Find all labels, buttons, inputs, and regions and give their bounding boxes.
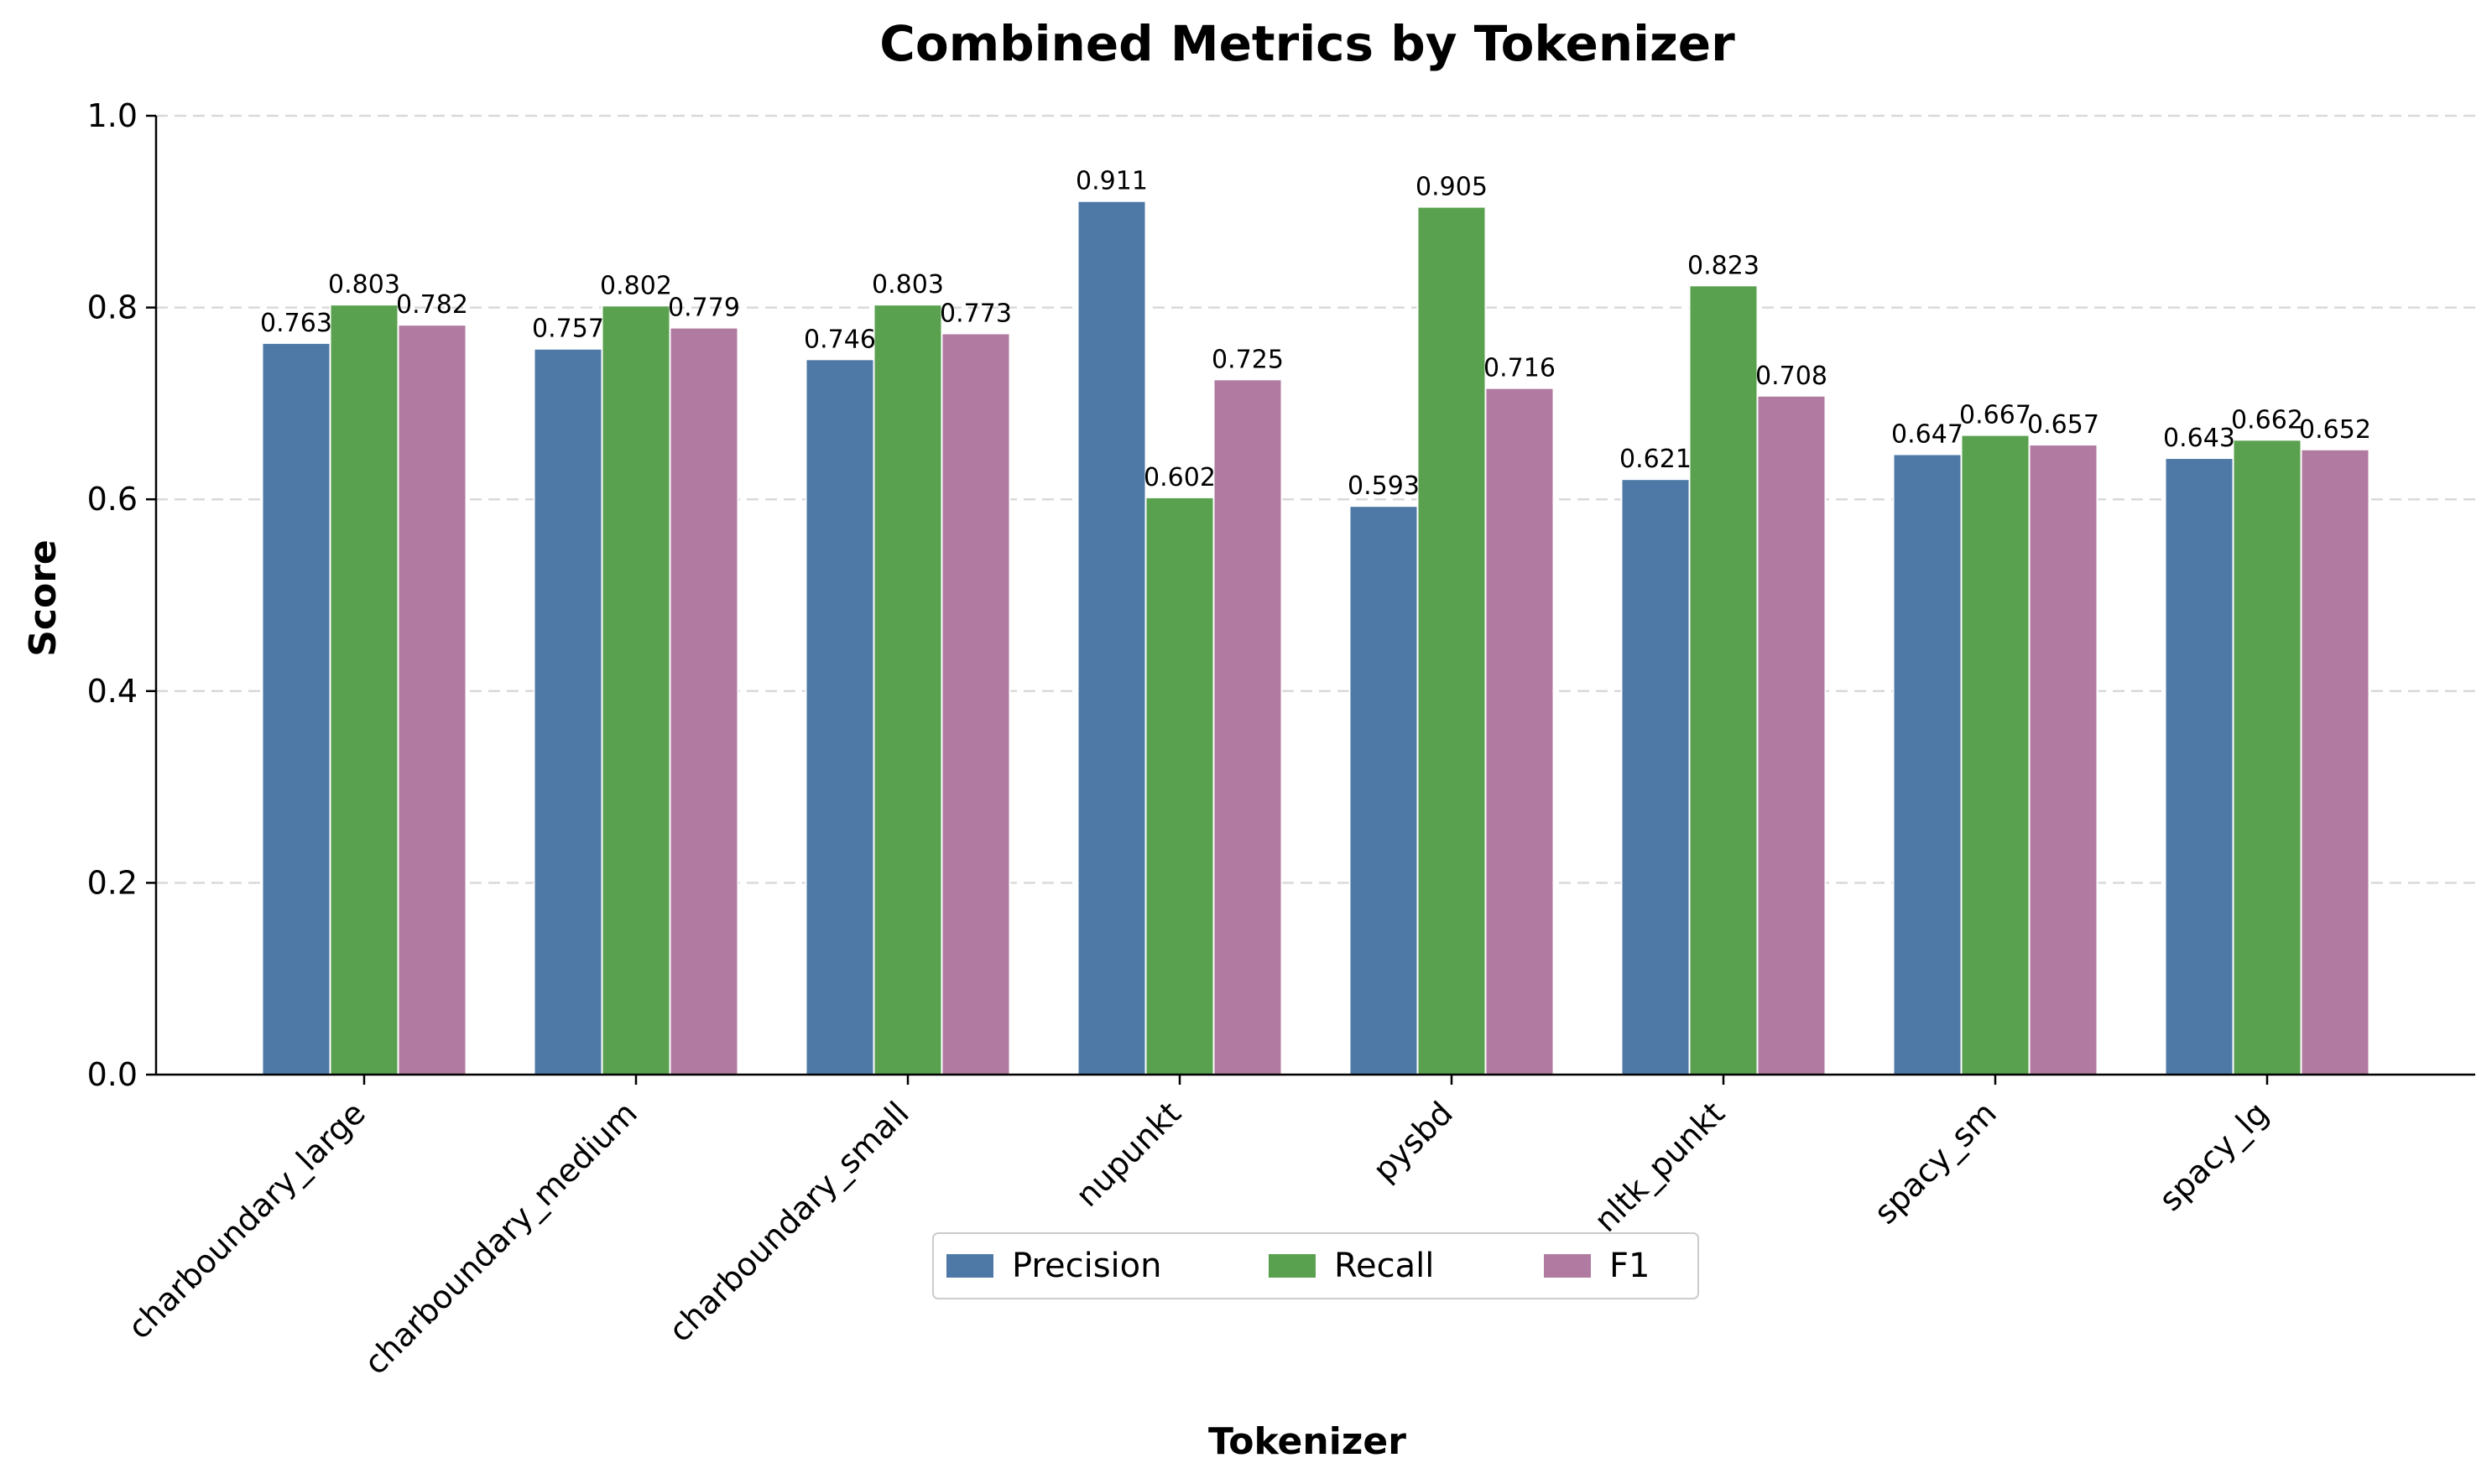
bar-precision-spacy_lg: [2164, 457, 2234, 1075]
value-label-precision: 0.643: [2163, 424, 2235, 453]
value-label-recall: 0.803: [872, 270, 944, 299]
value-label-f1: 0.652: [2299, 415, 2371, 445]
value-label-f1: 0.773: [940, 299, 1012, 328]
x-tick-label: spacy_sm: [1867, 1095, 2004, 1231]
y-axis-label: Score: [22, 539, 65, 657]
x-tick-label: pysbd: [1366, 1095, 1460, 1189]
axes: [154, 116, 2475, 1076]
bar-f1-spacy_lg: [2300, 448, 2370, 1075]
bar-f1-nupunkt: [1212, 378, 1283, 1075]
bar-f1-pysbd: [1484, 387, 1555, 1075]
bar-f1-spacy_sm: [2028, 444, 2098, 1075]
value-label-precision: 0.621: [1619, 445, 1692, 474]
value-label-precision: 0.757: [532, 315, 604, 344]
y-ticks: 0.0 0.2 0.4 0.6 0.8 1.0: [87, 97, 156, 1093]
y-tick-label: 0.6: [87, 481, 138, 518]
bar-precision-charboundary_large: [261, 341, 331, 1075]
bar-recall-nupunkt: [1144, 496, 1215, 1075]
x-tick-label: nupunkt: [1068, 1095, 1187, 1214]
value-label-f1: 0.779: [668, 294, 740, 323]
bar-f1-nltk_punkt: [1756, 394, 1827, 1076]
bar-recall-charboundary_large: [329, 304, 399, 1075]
y-tick-label: 0.0: [87, 1056, 138, 1093]
bar-precision-nltk_punkt: [1620, 478, 1691, 1075]
value-label-f1: 0.725: [1212, 345, 1284, 374]
bar-recall-nltk_punkt: [1688, 284, 1759, 1076]
value-label-recall: 0.802: [600, 271, 672, 300]
x-tick-label: spacy_lg: [2152, 1095, 2276, 1218]
value-label-f1: 0.657: [2027, 410, 2099, 440]
value-label-recall: 0.905: [1415, 173, 1488, 202]
x-tick-label: nltk_punkt: [1587, 1095, 1732, 1239]
y-tick-label: 0.4: [87, 673, 138, 710]
y-tick-label: 1.0: [87, 97, 138, 134]
value-label-recall: 0.803: [328, 270, 400, 299]
bar-recall-spacy_sm: [1960, 434, 2031, 1075]
y-tick-label: 0.2: [87, 864, 138, 901]
bar-f1-charboundary_small: [941, 332, 1011, 1075]
value-label-f1: 0.782: [396, 290, 468, 320]
legend-swatch-precision: [946, 1254, 993, 1278]
bar-recall-charboundary_medium: [601, 305, 671, 1075]
value-label-recall: 0.667: [1959, 401, 2031, 430]
bar-precision-spacy_sm: [1892, 453, 1963, 1075]
x-tick-label: charboundary_large: [121, 1095, 373, 1346]
gridlines: [156, 114, 2475, 884]
value-label-precision: 0.763: [260, 309, 332, 338]
value-label-recall: 0.602: [1144, 463, 1216, 492]
bar-recall-pysbd: [1416, 206, 1487, 1076]
bar-f1-charboundary_medium: [669, 326, 739, 1075]
value-label-f1: 0.708: [1755, 362, 1827, 391]
value-labels: 0.763 0.757 0.746 0.911 0.593 0.621 0.647 0.643…: [260, 167, 2371, 501]
legend-label-f1: F1: [1609, 1247, 1650, 1285]
legend-swatch-recall: [1269, 1254, 1316, 1278]
legend-label-precision: Precision: [1012, 1247, 1161, 1285]
bar-precision-nupunkt: [1077, 200, 1147, 1075]
value-label-recall: 0.662: [2231, 405, 2303, 435]
bar-recall-charboundary_small: [873, 304, 943, 1075]
bars: [261, 200, 2370, 1076]
value-label-precision: 0.911: [1076, 167, 1148, 196]
value-label-precision: 0.593: [1348, 471, 1420, 501]
value-label-recall: 0.823: [1687, 251, 1760, 280]
x-axis-label: Tokenizer: [1208, 1420, 1406, 1463]
y-tick-label: 0.8: [87, 289, 138, 326]
legend-swatch-f1: [1544, 1254, 1591, 1278]
bar-precision-charboundary_small: [805, 358, 875, 1075]
bar-precision-charboundary_medium: [533, 347, 603, 1075]
legend-label-recall: Recall: [1334, 1247, 1434, 1285]
value-label-precision: 0.647: [1891, 419, 1963, 449]
chart-title: Combined Metrics by Tokenizer: [879, 15, 1735, 72]
x-tick-label: charboundary_small: [661, 1095, 915, 1349]
x-tick-label: charboundary_medium: [357, 1095, 644, 1382]
bar-f1-charboundary_large: [397, 324, 467, 1075]
value-label-f1: 0.716: [1483, 354, 1556, 383]
legend: Precision Recall F1: [932, 1232, 1699, 1299]
value-label-precision: 0.746: [804, 325, 876, 354]
bar-recall-spacy_lg: [2232, 439, 2302, 1075]
bar-precision-pysbd: [1348, 505, 1419, 1075]
